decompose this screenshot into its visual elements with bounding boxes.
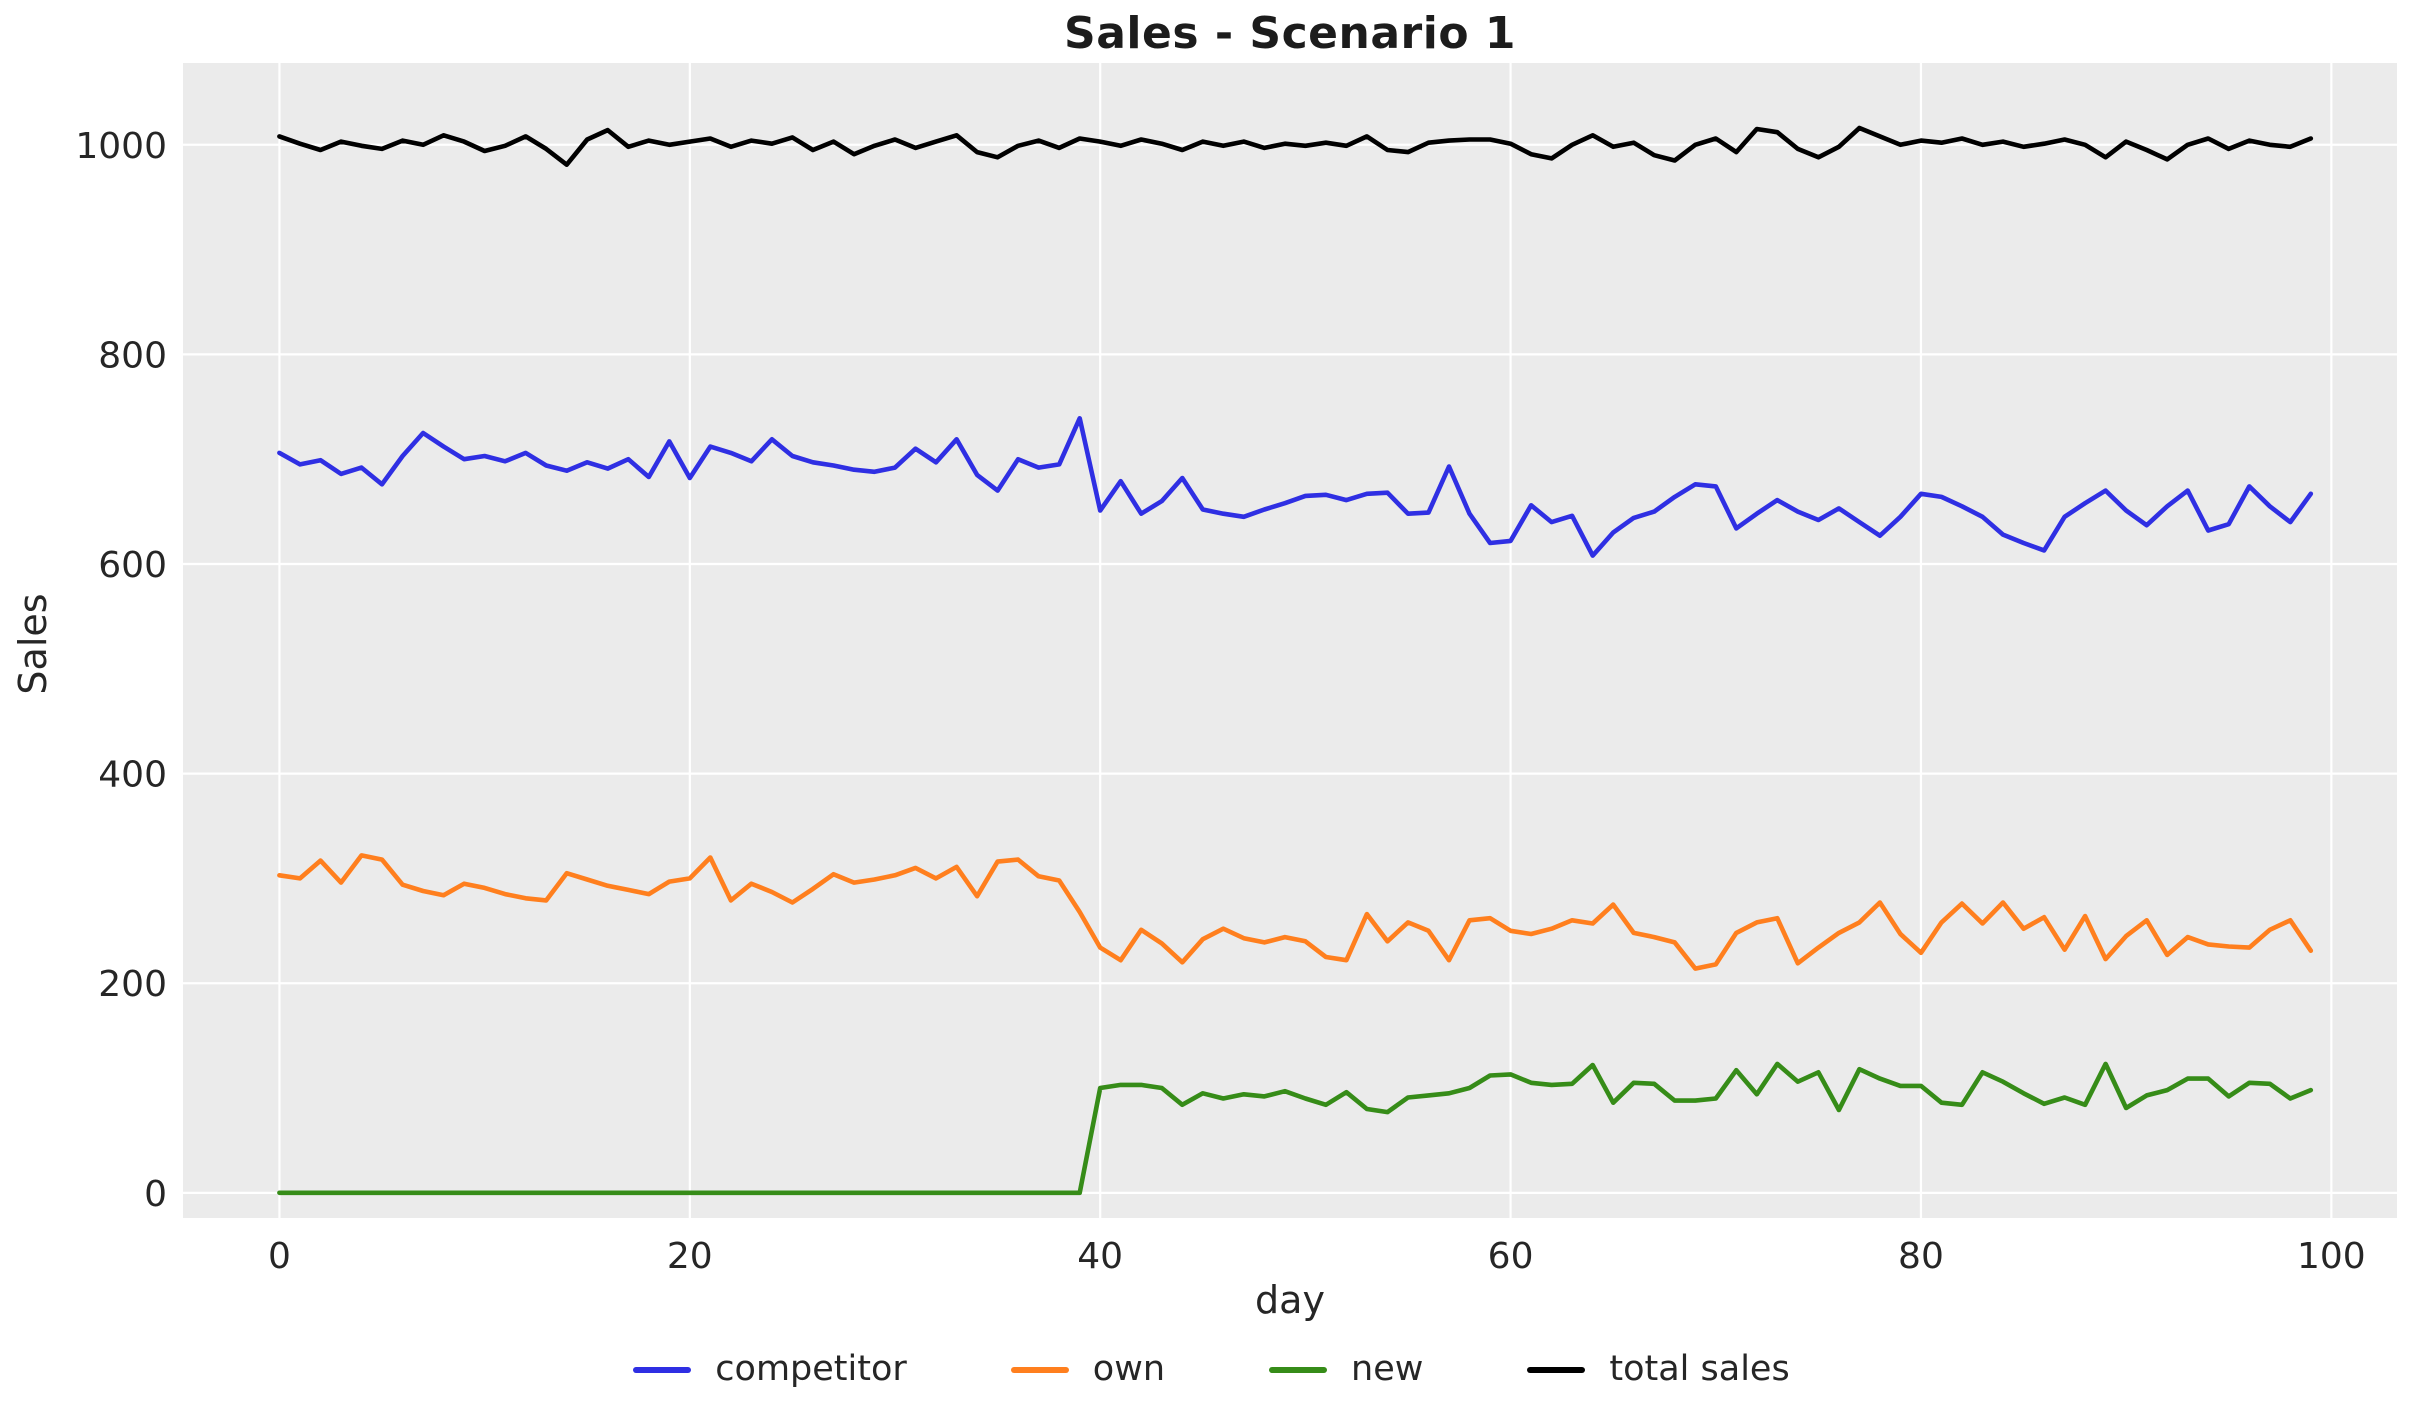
x-tick-label: 0 [268,1236,291,1277]
legend-label-total-sales: total sales [1609,1349,1790,1389]
x-axis-label: day [1255,1278,1325,1322]
legend-item-new: new [1269,1352,1423,1387]
chart-title: Sales - Scenario 1 [1064,8,1516,59]
legend-swatch-new [1269,1366,1328,1373]
series-line-own [277,853,2314,971]
x-tick-label: 40 [1077,1236,1123,1277]
y-tick-label: 1000 [75,126,167,167]
y-axis-label: Sales [11,593,55,695]
series-line-new [277,1061,2314,1196]
x-tick-label: 80 [1898,1236,1944,1277]
plot-background [183,63,2397,1218]
y-tick-label: 600 [98,545,167,586]
x-tick-label: 100 [2297,1236,2366,1277]
y-tick-label: 400 [98,755,167,796]
legend-item-competitor: competitor [633,1349,907,1389]
legend-label-competitor: competitor [715,1349,907,1389]
legend-swatch-competitor [633,1366,692,1373]
legend-swatch-total-sales [1527,1366,1586,1373]
legend-item-total-sales: total sales [1527,1349,1790,1389]
series-line-total-sales [277,125,2314,167]
y-tick-label: 0 [144,1174,167,1215]
y-tick-label: 800 [98,335,167,376]
legend-label-new: new [1351,1349,1424,1389]
legend-item-own: own [1010,1349,1166,1389]
y-tick-label: 200 [98,964,167,1005]
x-tick-label: 60 [1488,1236,1534,1277]
series-line-competitor [277,415,2314,558]
legend-swatch-own [1010,1366,1069,1373]
legend-label-own: own [1092,1349,1166,1389]
x-tick-label: 20 [667,1236,713,1277]
legend: competitor own new total sales [0,1352,2423,1387]
